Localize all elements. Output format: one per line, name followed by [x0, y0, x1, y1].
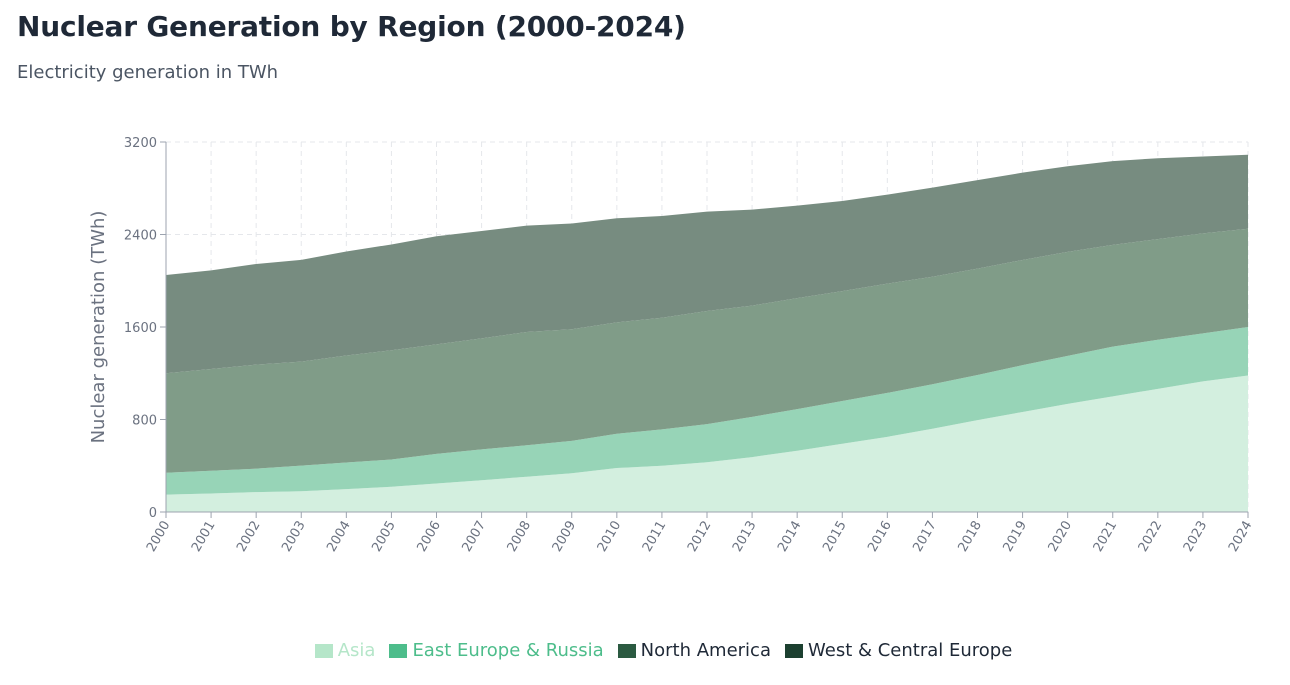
stacked-area-chart: 0 800 1600 2400 3200 2000 2001 2002 2003 2004 2005…: [88, 136, 1256, 555]
x-tick-label: 2019: [1001, 519, 1031, 555]
x-tick-label: 2008: [505, 519, 535, 555]
area-asia[interactable]: [166, 375, 1248, 512]
legend-label: West & Central Europe: [808, 640, 1013, 661]
x-tick-label: 2018: [955, 519, 985, 555]
x-tick-label: 2013: [730, 519, 760, 555]
x-tick-label: 2020: [1046, 519, 1076, 555]
y-axis-label: Nuclear generation (TWh): [88, 211, 109, 444]
legend-swatch: [389, 643, 408, 658]
x-tick-label: 2006: [414, 519, 444, 555]
x-tick-label: 2024: [1226, 519, 1256, 555]
x-tick-label: 2000: [144, 519, 174, 555]
x-tick-label: 2022: [1136, 519, 1166, 555]
area-east-europe-russia[interactable]: [166, 327, 1248, 495]
x-tick-label: 2021: [1091, 519, 1121, 555]
x-tick-label: 2002: [234, 519, 264, 555]
y-tick-label: 2400: [124, 229, 157, 244]
y-tick-label: 1600: [124, 321, 157, 336]
x-tick-label: 2001: [189, 519, 219, 555]
area-north-america[interactable]: [166, 228, 1248, 473]
legend-item-north-america[interactable]: North America: [617, 640, 771, 661]
legend-swatch: [617, 643, 636, 658]
x-tick-label: 2015: [820, 519, 850, 555]
legend-swatch: [314, 643, 333, 658]
y-tick-label: 3200: [124, 136, 157, 151]
area-west-central-europe[interactable]: [166, 154, 1248, 374]
area-series: [166, 154, 1248, 512]
x-tick-label: 2011: [640, 519, 670, 555]
legend-label: North America: [640, 640, 771, 661]
chart-title: Nuclear Generation by Region (2000-2024): [17, 10, 686, 43]
x-tick-label: 2012: [685, 519, 715, 555]
legend-label: East Europe & Russia: [412, 640, 604, 661]
x-tick-label: 2007: [460, 519, 490, 555]
y-tick-label: 800: [132, 414, 157, 429]
y-tick-label: 0: [149, 506, 157, 521]
x-tick-label: 2014: [775, 519, 805, 555]
x-tick-label: 2017: [910, 519, 940, 555]
chart-subtitle: Electricity generation in TWh: [17, 62, 279, 83]
legend-item-asia[interactable]: Asia: [314, 640, 376, 661]
x-tick-label: 2023: [1181, 519, 1211, 555]
x-tick-label: 2009: [550, 519, 580, 555]
x-tick-label: 2016: [865, 519, 895, 555]
legend-swatch: [785, 643, 803, 658]
x-tick-label: 2005: [369, 519, 399, 555]
legend-label: Asia: [337, 640, 376, 661]
x-tick-label: 2010: [595, 519, 625, 555]
x-tick-label: 2003: [279, 519, 309, 555]
legend-item-west-central-europe[interactable]: West & Central Europe: [785, 640, 1012, 661]
legend: Asia East Europe & Russia North America Wes…: [0, 640, 1290, 661]
legend-item-east-europe-russia[interactable]: East Europe & Russia: [389, 640, 604, 661]
x-tick-label: 2004: [324, 519, 354, 555]
